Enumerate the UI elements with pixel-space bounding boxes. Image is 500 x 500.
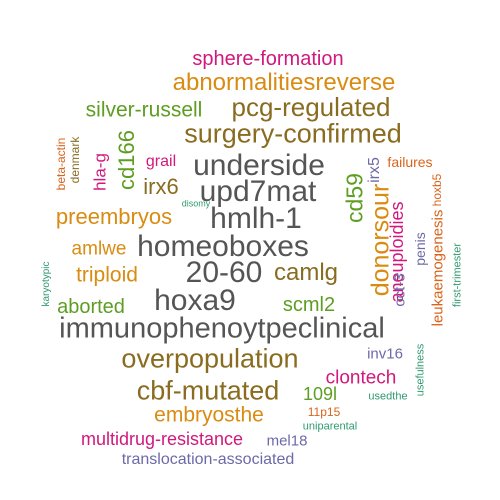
word-aborted: aborted [57, 296, 125, 318]
word-preembryos: preembryos [55, 204, 173, 229]
word-scml2: scml2 [282, 294, 336, 316]
word-leukaemogenesis: leukaemogenesis [429, 209, 447, 327]
word-surgery-confirmed: surgery-confirmed [184, 118, 402, 149]
word-immunophenoytpeclinical: immunophenoytpeclinical [59, 312, 385, 345]
word-triploid: triploid [76, 263, 138, 287]
word-hoxb5: hoxb5 [430, 173, 444, 207]
word-oct-3: oct-3 [391, 273, 409, 307]
word-irx5: irx5 [366, 157, 383, 183]
word-sphere-formation: sphere-formation [192, 48, 344, 70]
word-hmlh-1: hmlh-1 [210, 202, 302, 235]
word-usefulness: usefulness [414, 343, 427, 397]
word-cd166: cd166 [114, 130, 139, 190]
word-upd7mat: upd7mat [199, 175, 317, 208]
word-overpopulation: overpopulation [121, 343, 299, 374]
word-20-60: 20-60 [185, 256, 263, 289]
word-uniparental: uniparental [302, 420, 358, 433]
word-hla-g: hla-g [90, 153, 110, 191]
word-camlg: camlg [273, 259, 339, 286]
word-underside: underside [193, 149, 325, 182]
word-cd59: cd59 [341, 173, 368, 223]
word-cbf-mutated: cbf-mutated [136, 375, 280, 406]
word-11p15: 11p15 [307, 405, 341, 419]
word-grail: grail [145, 153, 177, 170]
word-irx6: irx6 [143, 174, 179, 199]
word-embryosthe: embryosthe [154, 403, 264, 427]
word-homeoboxes: homeoboxes [137, 230, 309, 263]
word-silver-russell: silver-russell [85, 98, 203, 122]
word-first-trimester: first-trimester [451, 242, 464, 308]
word-multidrug-resistance: multidrug-resistance [80, 429, 244, 449]
word-failures: failures [387, 154, 433, 170]
word-penis: penis [412, 232, 428, 266]
word-amlwe: amlwe [71, 238, 127, 260]
word-disomy: disomy [181, 198, 211, 209]
word-denmark: denmark [68, 136, 82, 184]
word-abnormalitiesreverse: abnormalitiesreverse [172, 69, 396, 96]
word-109l: 109l [302, 384, 338, 404]
word-beta-actin: beta-actin [54, 137, 68, 191]
word-usedthe: usedthe [368, 390, 408, 403]
word-clontech: clontech [325, 367, 397, 389]
word-pcg-regulated: pcg-regulated [231, 92, 391, 122]
word-translocation-associated: translocation-associated [121, 451, 295, 468]
word-inv16: inv16 [367, 345, 403, 363]
word-hoxa9: hoxa9 [154, 284, 236, 317]
word-mel18: mel18 [266, 432, 308, 450]
word-karyotypic: karyotypic [41, 261, 52, 307]
